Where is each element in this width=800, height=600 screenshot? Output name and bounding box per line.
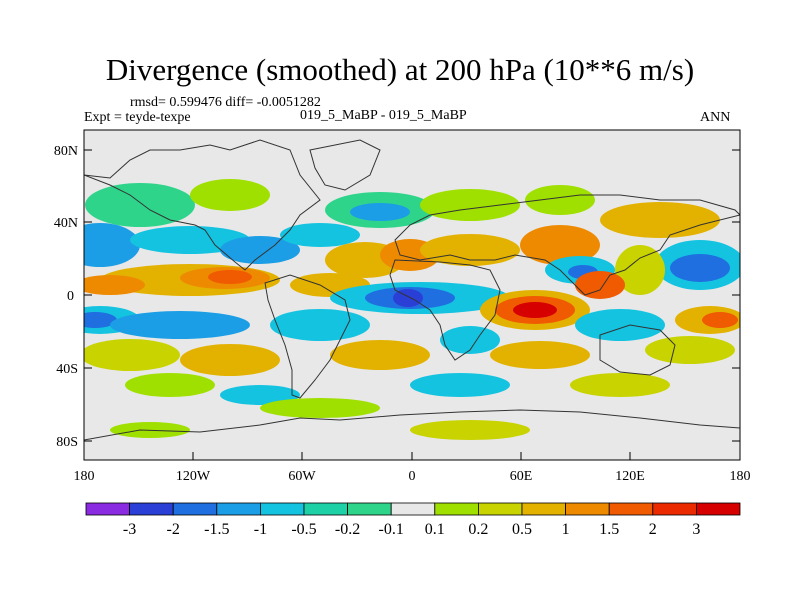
divergence-field xyxy=(84,179,740,440)
coastline-eurasia xyxy=(394,194,740,296)
colorbar-swatch xyxy=(216,502,261,516)
lon-label-0: 0 xyxy=(409,469,416,484)
field-region xyxy=(330,340,430,370)
lon-labels: 180 120W 60W 0 60E 120E 180 xyxy=(74,469,751,484)
colorbar-swatch xyxy=(652,502,697,516)
lon-label-120w: 120W xyxy=(176,469,211,484)
coastline-north-america xyxy=(84,139,321,271)
field-region xyxy=(220,236,300,264)
coastline-africa xyxy=(389,259,501,361)
field-region xyxy=(525,185,595,215)
lat-label-80n: 80N xyxy=(54,144,78,159)
field-region xyxy=(110,311,250,339)
colorbar-swatch xyxy=(129,502,174,516)
lat-label-0: 0 xyxy=(67,289,74,304)
field-region xyxy=(702,312,738,328)
coastline-greenland xyxy=(309,139,381,191)
field-region xyxy=(270,309,370,341)
colorbar-label: 3 xyxy=(692,521,700,538)
field-region xyxy=(670,254,730,282)
field-region xyxy=(645,336,735,364)
lon-label-60w: 60W xyxy=(288,469,316,484)
lon-label-180e: 180 xyxy=(730,469,751,484)
lat-label-40s: 40S xyxy=(56,362,78,377)
field-region xyxy=(280,223,360,247)
field-region xyxy=(84,275,145,295)
rmsd-stats: rmsd= 0.599476 diff= -0.0051282 xyxy=(130,95,321,110)
field-region xyxy=(420,234,520,266)
colorbar-swatch xyxy=(259,502,305,516)
field-region xyxy=(513,302,557,318)
field-region xyxy=(393,289,423,307)
colorbar-label: -0.2 xyxy=(335,521,360,538)
field-region xyxy=(615,245,665,295)
coastline-antarctica xyxy=(84,409,740,441)
colorbar-label: -1.5 xyxy=(204,521,229,538)
field-region xyxy=(84,339,180,371)
field-region xyxy=(84,312,117,328)
field-region xyxy=(575,309,665,341)
colorbar-label: -1 xyxy=(254,521,267,538)
lat-ticks xyxy=(84,149,740,442)
field-region xyxy=(570,373,670,397)
field-region xyxy=(410,373,510,397)
colorbar-label: 1.5 xyxy=(599,521,619,538)
coastlines xyxy=(84,139,740,441)
colorbar-swatch xyxy=(565,502,610,516)
field-region xyxy=(180,344,280,376)
colorbar-label: 1 xyxy=(562,521,570,538)
coastline-australia xyxy=(599,324,676,376)
lon-label-120e: 120E xyxy=(615,469,645,484)
colorbar-swatch xyxy=(85,502,130,516)
colorbar-label: -0.5 xyxy=(291,521,316,538)
field-region xyxy=(520,225,600,265)
plot-title: Divergence (smoothed) at 200 hPa (10**6 … xyxy=(105,52,695,87)
colorbar-swatch xyxy=(303,502,348,516)
lon-ticks xyxy=(83,452,741,460)
field-region xyxy=(220,385,300,405)
field-region xyxy=(420,189,520,221)
field-region xyxy=(84,223,140,267)
lon-label-180w: 180 xyxy=(74,469,95,484)
field-region xyxy=(575,271,625,299)
colorbar-swatch xyxy=(696,502,741,516)
colorbar xyxy=(85,502,741,516)
colorbar-swatch xyxy=(172,502,218,516)
colorbar-label: 0.1 xyxy=(425,521,445,538)
field-region xyxy=(600,202,720,238)
lon-label-60e: 60E xyxy=(510,469,533,484)
colorbar-swatch xyxy=(390,502,436,516)
colorbar-swatch xyxy=(477,502,523,516)
season-label: ANN xyxy=(700,110,731,125)
colorbar-labels: -3 -2 -1.5 -1 -0.5 -0.2 -0.1 0.1 0.2 0.5 1 1.5 2 3 xyxy=(123,521,700,538)
colorbar-label: -2 xyxy=(167,521,180,538)
lat-label-40n: 40N xyxy=(54,216,78,231)
colorbar-swatch xyxy=(521,502,566,516)
colorbar-label: 2 xyxy=(649,521,657,538)
comparison-label: 019_5_MaBP - 019_5_MaBP xyxy=(300,108,467,123)
field-region xyxy=(260,398,380,418)
field-region xyxy=(208,270,252,284)
lat-label-80s: 80S xyxy=(56,435,78,450)
field-region xyxy=(130,226,250,254)
colorbar-swatch xyxy=(608,502,654,516)
experiment-label: Expt = teyde-texpe xyxy=(84,110,191,125)
field-region xyxy=(350,203,410,221)
colorbar-swatch xyxy=(434,502,479,516)
field-region xyxy=(410,420,530,440)
field-region xyxy=(85,183,195,227)
colorbar-label: 0.2 xyxy=(468,521,488,538)
colorbar-label: -0.1 xyxy=(379,521,404,538)
lat-labels: 80N 40N 0 40S 80S xyxy=(54,144,78,450)
field-region xyxy=(440,326,500,354)
field-region xyxy=(490,341,590,369)
colorbar-label: -3 xyxy=(123,521,136,538)
colorbar-swatch xyxy=(347,502,392,516)
coastline-south-america xyxy=(264,274,351,399)
field-region xyxy=(190,179,270,211)
field-region xyxy=(125,373,215,397)
colorbar-label: 0.5 xyxy=(512,521,532,538)
